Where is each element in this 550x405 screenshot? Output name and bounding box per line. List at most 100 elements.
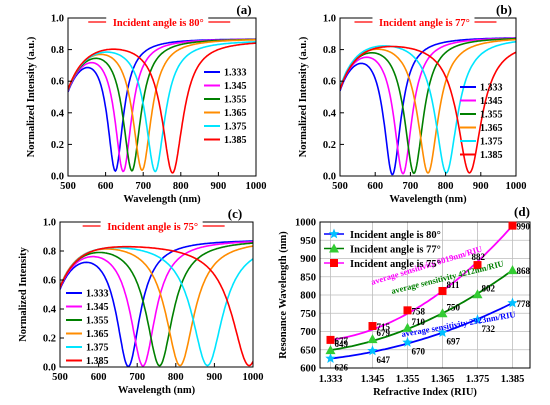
legend-entry: 1.333 [224,68,247,79]
data-point [368,322,377,331]
y-tick-label: 900 [300,254,316,265]
legend-entry: 1.365 [224,108,247,119]
data-point [508,221,517,230]
y-tick-label: 950 [300,236,316,247]
x-tick-label: 600 [91,372,107,383]
panel-c: 500 600 700 800 900 1000 0.0 0.2 0.4 0.6 0.8 1.0 Wav… [18,206,264,396]
y-tick-label: 0.6 [43,276,56,287]
legend-entry: 1.375 [480,137,503,148]
x-tick-label: 600 [98,181,114,192]
legend-entry: 1.355 [224,95,247,106]
x-tick-label: 1.333 [319,374,343,385]
series-line-1.355 [60,242,253,367]
y-tick-label: 0.0 [323,172,336,183]
panel-b: 500 600 700 800 900 1000 0.0 0.2 0.4 0.6 0.8 1.0 Wav… [298,2,527,205]
y-tick-label: 750 [300,309,316,320]
legend-entry: 1.345 [86,302,109,313]
series-line-1.385 [60,245,253,367]
x-tick-label: 1.355 [396,374,420,385]
y-tick-label: 0.4 [323,108,337,119]
data-point [325,345,336,355]
legend-entry: 1.385 [480,150,503,161]
data-point [473,261,482,270]
x-tick-label: 1000 [246,181,267,192]
data-label: 802 [482,283,496,293]
series-line-1.355 [340,37,516,175]
y-tick-label: 1.0 [43,218,56,229]
x-tick-label: 500 [60,181,76,192]
data-point [403,306,412,315]
panel-label: (c) [228,206,242,221]
data-label: 750 [447,302,461,312]
y-tick-label: 0.4 [51,108,65,119]
legend-entry: Incident angle is 80° [350,230,441,241]
x-axis-label: Wavelength (nm) [118,385,196,396]
chart-title: Incident angle is 75° [107,222,198,233]
x-tick-label: 900 [207,372,223,383]
x-tick-label: 900 [473,181,489,192]
panel-d: 600 650 700 750 800 850 900 950 1000 1.333 1.345 1.… [278,204,531,398]
y-tick-label: 800 [300,291,316,302]
legend-entry: 1.385 [224,135,247,146]
data-label: 649 [335,339,349,349]
x-tick-label: 1000 [243,372,264,383]
y-tick-label: 0.8 [43,247,56,258]
data-label: 732 [482,324,496,334]
data-point [367,345,378,356]
legend-entry: 1.355 [480,110,503,121]
data-label: 811 [447,280,461,290]
y-tick-label: 0.6 [51,77,64,88]
legend-entry: 1.333 [480,83,503,94]
data-point [507,297,518,308]
y-tick-label: 600 [300,364,316,375]
data-point [326,335,335,344]
y-tick-label: 0.0 [43,363,56,374]
x-tick-label: 700 [403,181,419,192]
x-axis-label: Wavelength (nm) [123,194,201,205]
series-line-1.345 [340,37,516,175]
x-tick-label: 800 [438,181,454,192]
data-point [325,353,336,363]
data-point [438,286,447,295]
y-tick-label: 0.2 [43,334,56,345]
data-point [329,243,339,253]
data-point [330,259,338,267]
data-label: 778 [517,299,531,309]
series-line-1.345 [60,240,253,367]
data-label: 647 [377,355,391,365]
x-tick-label: 1000 [506,181,527,192]
y-tick-label: 1.0 [51,14,64,25]
series-line-1.333 [60,240,253,367]
data-point [402,336,413,347]
legend-entry: Incident angle is 77° [350,245,441,256]
data-label: 715 [377,322,391,332]
data-label: 626 [335,363,349,373]
x-tick-label: 700 [129,372,145,383]
legend-entry: 1.345 [480,96,503,107]
data-label: 710 [412,317,426,327]
x-tick-label: 1.375 [466,374,490,385]
data-point [367,334,378,344]
x-axis-label: Refractive Index (RIU) [373,387,477,398]
y-tick-label: 700 [300,327,316,338]
series-line-1.375 [68,41,256,173]
series-line-1.385 [340,45,516,174]
x-tick-label: 700 [135,181,151,192]
y-tick-label: 650 [300,345,316,356]
y-tick-label: 0.2 [51,140,64,151]
data-point [328,228,340,239]
fit-line [330,302,513,360]
y-axis-label: Resonance Wavelength (nm) [278,231,289,359]
data-label: 679 [377,328,391,338]
fit-line [330,269,514,351]
chart-title: Incident angle is 80° [113,18,204,29]
data-point [437,308,448,318]
y-axis-label: Normalized Intensity (a.u.) [26,36,37,157]
series-line-1.375 [340,40,516,174]
legend-entry: 1.365 [86,329,109,340]
legend-entry: 1.345 [224,81,247,92]
data-label: 670 [412,346,426,356]
panel-label: (a) [236,2,251,17]
legend-entry: 1.375 [86,343,109,354]
